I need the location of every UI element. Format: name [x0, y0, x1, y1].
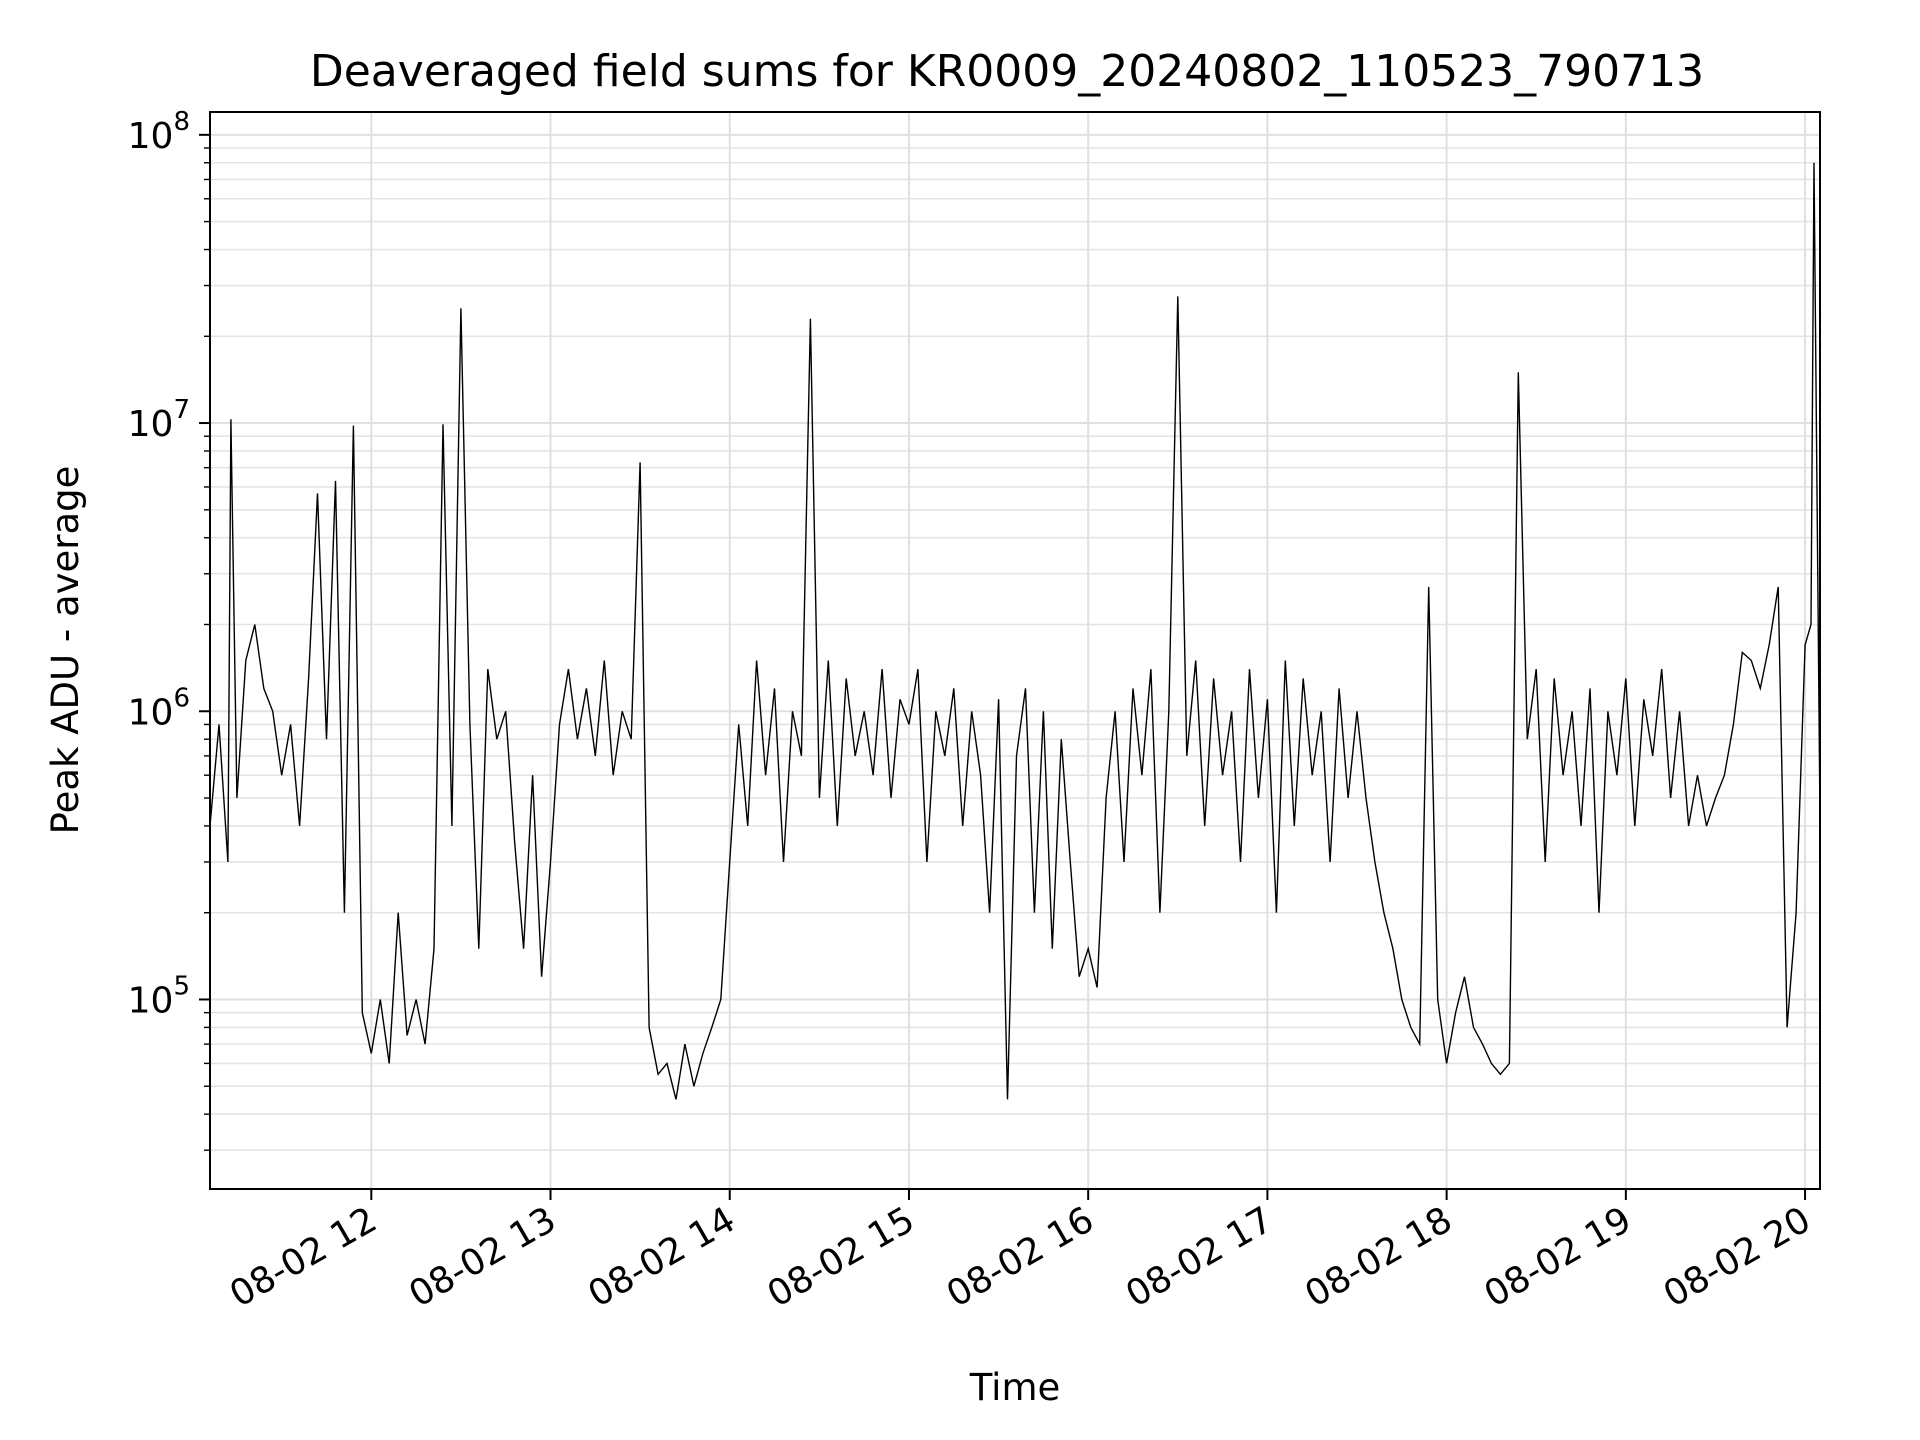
- chart-title: Deaveraged field sums for KR0009_2024080…: [310, 46, 1704, 97]
- y-axis-ticks: 105 106 107 108: [128, 107, 210, 1151]
- x-tick-label: 08-02 16: [940, 1199, 1101, 1315]
- y-axis-label: Peak ADU - average: [44, 466, 87, 835]
- x-tick-label: 08-02 14: [582, 1199, 743, 1315]
- x-tick-label: 08-02 15: [761, 1199, 922, 1315]
- plot-frame: [209, 111, 1821, 1190]
- y-tick-label: 106: [128, 683, 190, 733]
- grid-lines: [210, 112, 1820, 1189]
- x-axis-label: Time: [969, 1366, 1061, 1409]
- series-line: [209, 162, 1821, 1100]
- x-tick-label: 08-02 12: [223, 1199, 384, 1315]
- x-tick-label: 08-02 18: [1298, 1199, 1459, 1315]
- y-tick-label: 105: [128, 971, 190, 1021]
- y-tick-label: 108: [128, 107, 190, 157]
- x-tick-label: 08-02 17: [1119, 1199, 1280, 1315]
- x-tick-label: 08-02 20: [1657, 1199, 1818, 1315]
- x-axis-ticks: 08-02 12 08-02 13 08-02 14 08-02 15 08-02 16…: [223, 1189, 1818, 1316]
- y-tick-label: 107: [128, 395, 190, 445]
- x-tick-label: 08-02 19: [1478, 1199, 1639, 1315]
- x-tick-label: 08-02 13: [402, 1199, 563, 1315]
